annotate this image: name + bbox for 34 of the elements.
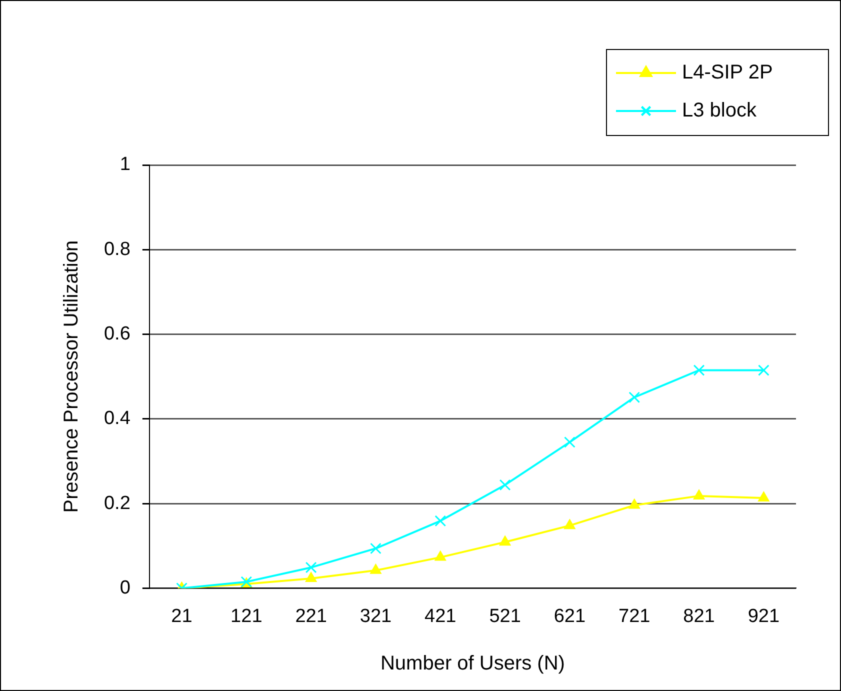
x-tick-label: 921 (748, 606, 780, 627)
x-tick-label: 421 (424, 606, 456, 627)
y-tick-label: 0.8 (104, 238, 130, 260)
point (758, 364, 770, 376)
y-tick-label: 0.6 (104, 324, 130, 345)
point (434, 550, 446, 561)
point (499, 536, 511, 546)
y-tick-label: 0 (120, 577, 130, 598)
x-tick-label: 721 (618, 606, 650, 627)
point (628, 392, 640, 404)
legend-label: L3 block (682, 100, 758, 122)
point (305, 572, 317, 582)
x-tick-label: 121 (230, 606, 262, 627)
point (758, 492, 770, 502)
point (499, 479, 511, 491)
point (434, 515, 446, 527)
x-tick-label: 821 (683, 606, 715, 627)
x-tick-label: 21 (171, 606, 192, 627)
point (628, 498, 640, 509)
y-axis-title: Presence Processor Utilization (60, 240, 83, 513)
x-tick-label: 321 (360, 606, 392, 627)
x-axis-title: Number of Users (N) (380, 652, 565, 675)
point (693, 364, 705, 376)
x-tick-label: 221 (295, 606, 327, 627)
legend-label: L4-SIP 2P (682, 62, 773, 84)
x-tick-label: 521 (489, 606, 521, 627)
y-tick-label: 0.4 (104, 408, 131, 430)
y-tick-label: 1 (120, 154, 130, 176)
point (370, 564, 382, 574)
point (693, 489, 705, 500)
point (564, 436, 576, 448)
point (564, 519, 576, 530)
x-tick-label: 621 (554, 606, 586, 627)
y-tick-label: 0.2 (104, 492, 130, 514)
